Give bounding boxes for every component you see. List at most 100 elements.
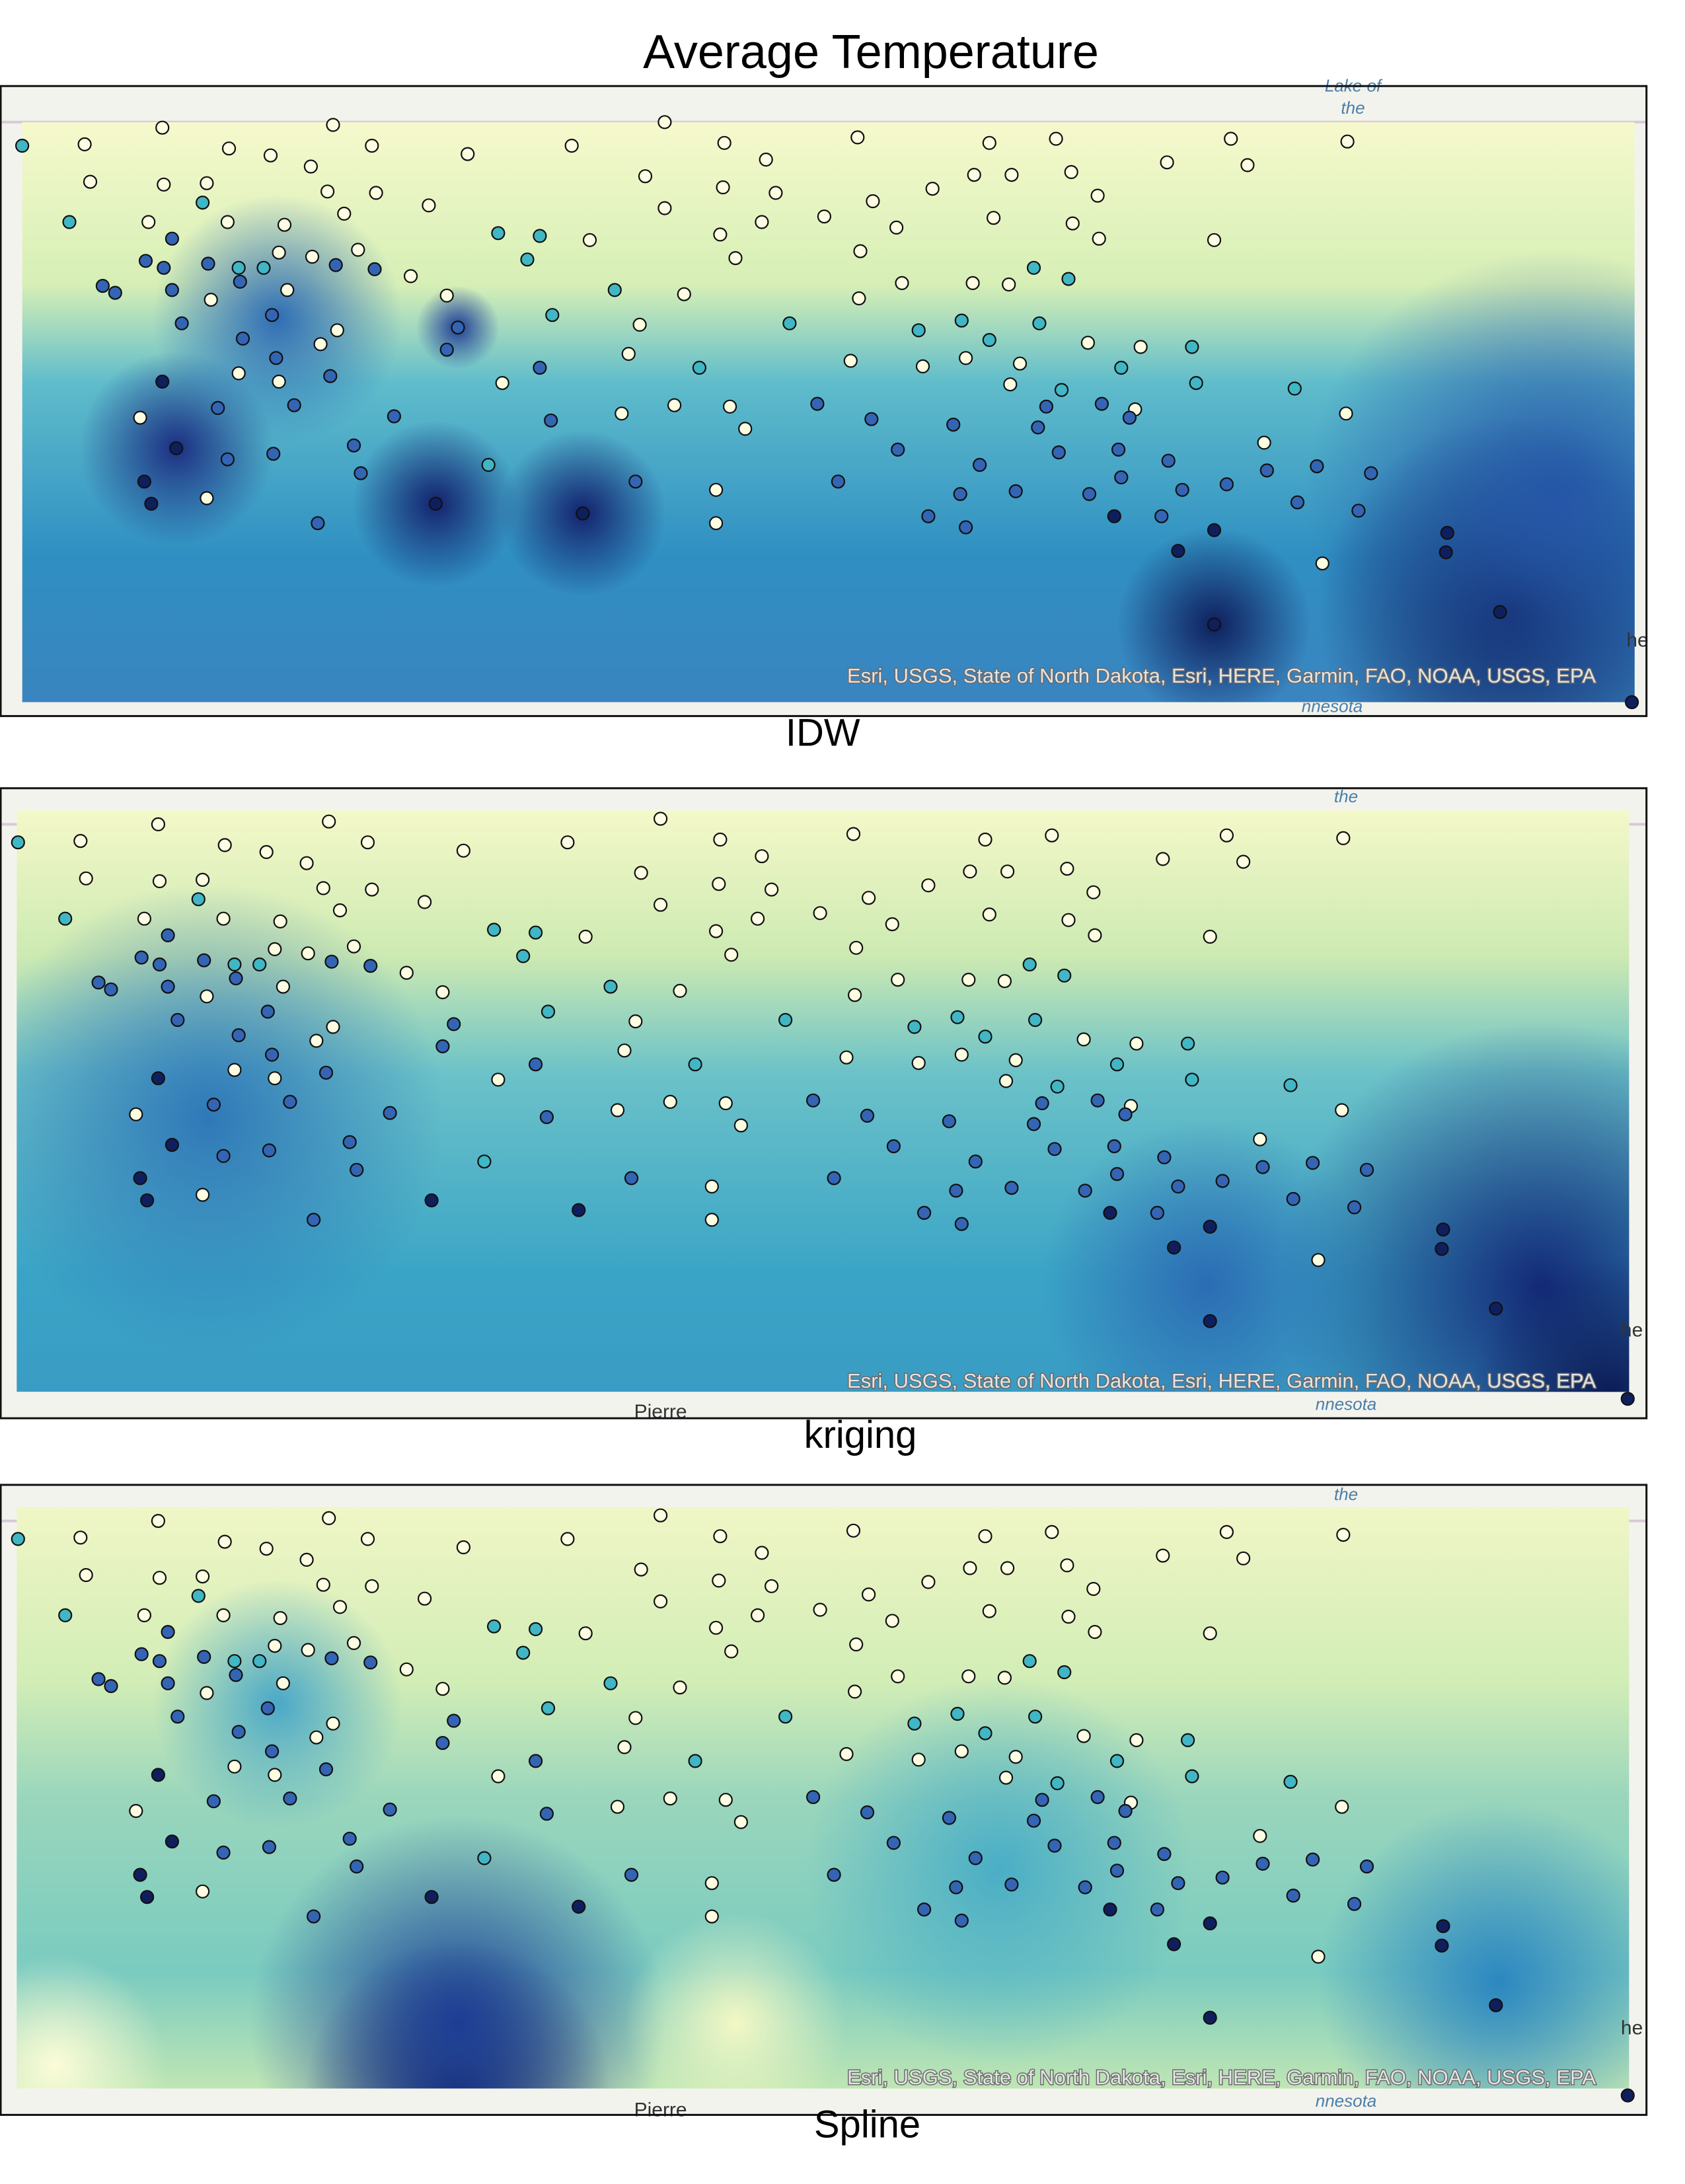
station-point [1088, 1625, 1102, 1639]
station-point [750, 1608, 765, 1622]
station-point [196, 196, 210, 210]
attribution: Esri, USGS, State of North Dakota, Esri,… [847, 2066, 1596, 2089]
station-point [628, 474, 643, 489]
station-point [843, 354, 858, 368]
station-point [1061, 913, 1076, 927]
station-point [170, 1012, 185, 1028]
station-point [346, 939, 361, 954]
place-label: Pierre [634, 2099, 687, 2121]
station-point [891, 972, 905, 987]
station-point [1094, 396, 1109, 411]
station-point [861, 891, 876, 905]
station-point [895, 276, 909, 290]
station-point [104, 1678, 118, 1694]
station-point [805, 1789, 821, 1805]
station-point [1203, 1916, 1217, 1931]
station-point [200, 989, 214, 1004]
station-point [211, 400, 225, 416]
station-point [206, 1097, 221, 1112]
station-point [1364, 466, 1378, 480]
station-point [320, 184, 335, 199]
station-point [451, 320, 465, 335]
station-point [1039, 399, 1054, 414]
station-point [140, 1193, 155, 1208]
station-point [1439, 545, 1453, 560]
station-point [1157, 1150, 1172, 1165]
station-point [677, 287, 691, 301]
station-point [326, 1716, 340, 1731]
station-point [1114, 360, 1129, 375]
station-point [231, 1028, 246, 1043]
station-point [860, 1805, 875, 1820]
station-point [58, 1608, 73, 1622]
station-point [303, 159, 318, 174]
station-point [545, 308, 560, 322]
panel-label: Spline [814, 2103, 920, 2146]
station-point [273, 914, 287, 929]
station-point [461, 147, 475, 161]
surface-blob [1117, 527, 1312, 702]
station-point [1189, 375, 1203, 391]
station-point [610, 1103, 625, 1117]
station-point [1028, 1710, 1043, 1724]
station-point [1283, 1078, 1298, 1092]
panel-frame [0, 85, 1648, 718]
station-point [227, 1759, 242, 1774]
station-point [229, 1668, 243, 1682]
station-point [263, 148, 278, 163]
station-point [1180, 1733, 1195, 1747]
station-point [885, 917, 899, 932]
station-point [342, 1135, 357, 1149]
station-point [259, 845, 274, 860]
station-point [1620, 1392, 1635, 1406]
station-point [268, 1639, 282, 1653]
station-point [1336, 831, 1351, 846]
station-point [165, 1834, 179, 1849]
station-point [997, 974, 1012, 989]
station-point [1107, 1139, 1121, 1154]
station-point [917, 1205, 932, 1221]
station-point [1118, 1803, 1133, 1819]
station-point [755, 215, 769, 229]
station-point [1185, 340, 1199, 354]
station-point [915, 359, 930, 374]
station-point [921, 878, 936, 893]
station-point [653, 1594, 668, 1608]
station-point [1166, 1240, 1181, 1255]
station-point [332, 1600, 348, 1614]
station-point [954, 1047, 969, 1062]
station-point [982, 135, 996, 150]
station-point [1283, 1774, 1298, 1789]
station-point [982, 332, 996, 348]
station-point [1032, 316, 1047, 330]
station-point [435, 1039, 450, 1054]
station-point [1064, 165, 1078, 179]
station-point [827, 1171, 841, 1186]
station-point [191, 1589, 206, 1603]
station-point [657, 115, 672, 130]
station-point [657, 201, 672, 215]
station-point [365, 1579, 379, 1593]
station-point [1086, 1581, 1101, 1597]
station-point [1224, 132, 1238, 146]
station-point [346, 1636, 361, 1650]
station-point [307, 1213, 321, 1227]
station-point [417, 1591, 432, 1606]
station-point [79, 1567, 93, 1583]
station-point [227, 1063, 242, 1077]
station-point [91, 1672, 106, 1686]
station-point [1050, 1776, 1065, 1791]
station-point [817, 209, 832, 224]
station-point [663, 1094, 677, 1110]
station-point [997, 1671, 1012, 1685]
station-point [1203, 2010, 1217, 2025]
station-point [516, 1645, 531, 1660]
station-point [422, 198, 436, 213]
station-point [272, 374, 286, 389]
station-point [718, 1096, 733, 1111]
station-point [704, 1179, 719, 1194]
station-point [1359, 1859, 1374, 1874]
station-point [653, 897, 668, 912]
station-point [673, 983, 687, 998]
